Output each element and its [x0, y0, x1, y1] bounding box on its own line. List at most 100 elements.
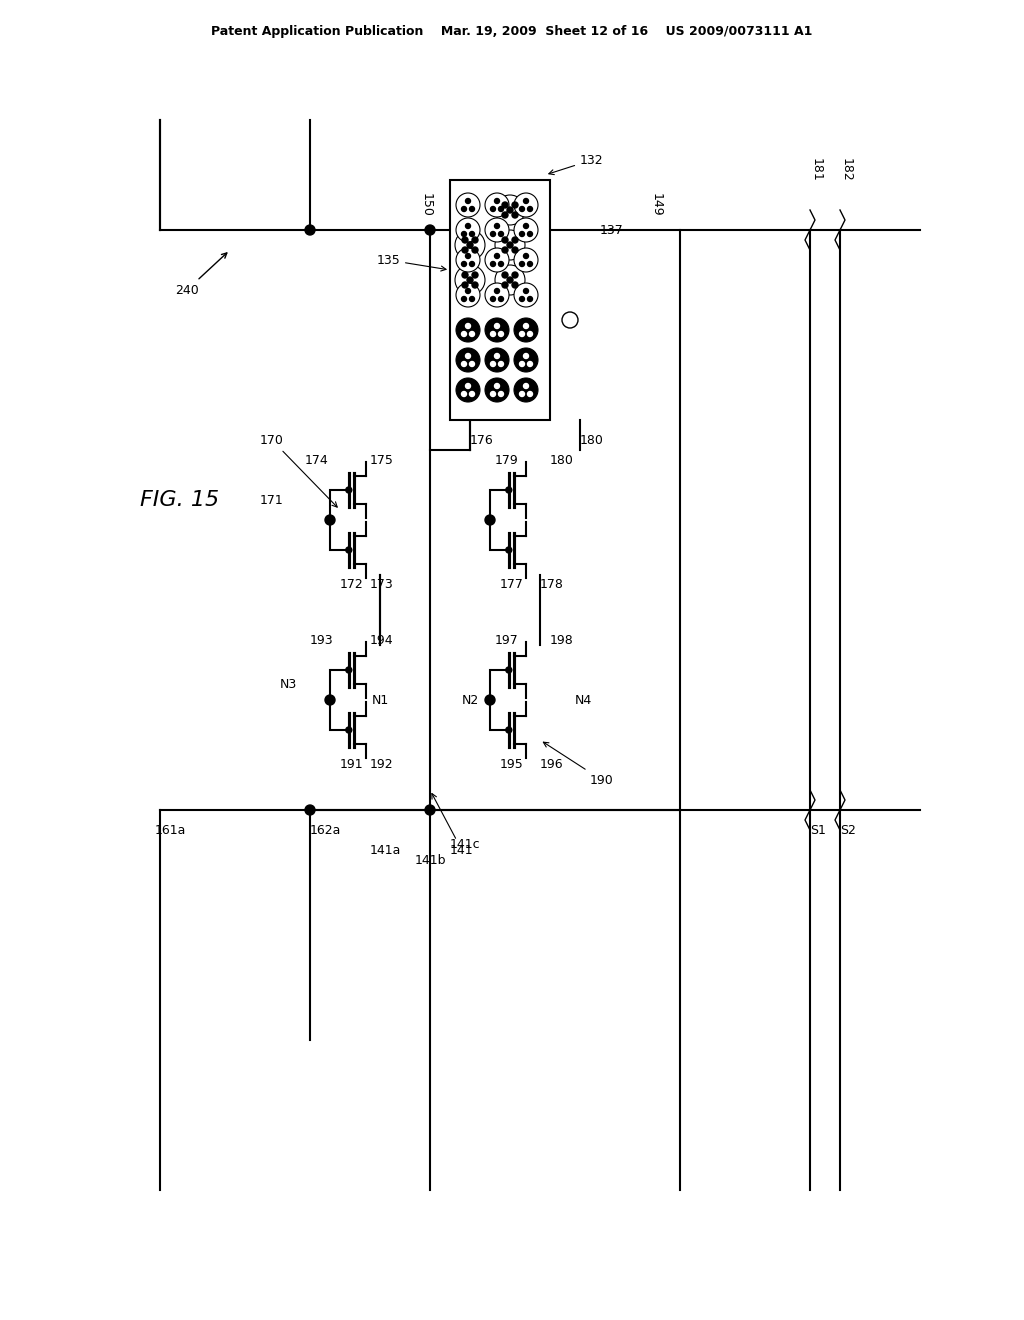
Circle shape: [469, 392, 474, 396]
Circle shape: [469, 297, 474, 301]
Circle shape: [512, 272, 518, 279]
Circle shape: [519, 297, 524, 301]
Circle shape: [514, 248, 538, 272]
Circle shape: [507, 242, 513, 248]
Circle shape: [462, 261, 467, 267]
Circle shape: [472, 282, 478, 288]
Circle shape: [495, 195, 525, 224]
Circle shape: [485, 193, 509, 216]
Text: 180: 180: [550, 454, 573, 466]
Circle shape: [499, 331, 504, 337]
Circle shape: [466, 384, 470, 388]
Circle shape: [514, 378, 538, 403]
Text: 178: 178: [540, 578, 564, 591]
Circle shape: [523, 253, 528, 259]
Circle shape: [514, 193, 538, 216]
Circle shape: [512, 213, 518, 218]
Text: 177: 177: [500, 578, 524, 591]
Text: 162a: 162a: [310, 824, 341, 837]
Circle shape: [514, 218, 538, 242]
Text: Patent Application Publication    Mar. 19, 2009  Sheet 12 of 16    US 2009/00731: Patent Application Publication Mar. 19, …: [211, 25, 813, 38]
Text: 175: 175: [370, 454, 394, 466]
Circle shape: [507, 207, 513, 213]
Circle shape: [514, 318, 538, 342]
Circle shape: [469, 261, 474, 267]
Text: 182: 182: [840, 158, 853, 182]
Circle shape: [469, 362, 474, 367]
Circle shape: [495, 230, 525, 260]
Circle shape: [325, 696, 335, 705]
Circle shape: [523, 198, 528, 203]
Circle shape: [519, 261, 524, 267]
Circle shape: [506, 546, 512, 553]
Circle shape: [486, 516, 494, 524]
Circle shape: [519, 206, 524, 211]
Text: 137: 137: [555, 223, 624, 236]
Circle shape: [469, 331, 474, 337]
Circle shape: [562, 312, 578, 327]
Circle shape: [523, 223, 528, 228]
Circle shape: [462, 297, 467, 301]
Circle shape: [490, 297, 496, 301]
Circle shape: [462, 247, 468, 253]
Text: 176: 176: [470, 433, 494, 446]
Circle shape: [523, 384, 528, 388]
Text: N4: N4: [575, 693, 592, 706]
Circle shape: [485, 282, 509, 308]
Circle shape: [466, 289, 470, 293]
Circle shape: [490, 331, 496, 337]
Circle shape: [502, 238, 508, 243]
Circle shape: [499, 206, 504, 211]
Text: S2: S2: [840, 824, 856, 837]
Text: 141: 141: [432, 793, 474, 857]
Circle shape: [326, 516, 334, 524]
Text: 179: 179: [495, 454, 519, 466]
Circle shape: [502, 272, 508, 279]
Circle shape: [490, 261, 496, 267]
Circle shape: [456, 193, 480, 216]
Circle shape: [462, 392, 467, 396]
Circle shape: [485, 318, 509, 342]
Text: 174: 174: [305, 454, 329, 466]
Circle shape: [527, 392, 532, 396]
Text: FIG. 15: FIG. 15: [140, 490, 219, 510]
Text: 173: 173: [370, 578, 394, 591]
Circle shape: [490, 362, 496, 367]
Circle shape: [466, 198, 470, 203]
Circle shape: [486, 696, 494, 704]
Text: 193: 193: [310, 634, 334, 647]
Circle shape: [467, 277, 473, 282]
Circle shape: [519, 231, 524, 236]
Circle shape: [472, 247, 478, 253]
Circle shape: [462, 362, 467, 367]
Circle shape: [523, 354, 528, 359]
Circle shape: [506, 667, 512, 673]
Text: 170: 170: [260, 433, 337, 507]
Text: N3: N3: [280, 678, 297, 692]
Circle shape: [456, 318, 480, 342]
Circle shape: [495, 253, 500, 259]
Text: 181: 181: [810, 158, 823, 182]
Circle shape: [305, 805, 315, 814]
Circle shape: [455, 230, 485, 260]
Circle shape: [495, 384, 500, 388]
Circle shape: [346, 727, 352, 733]
Circle shape: [485, 696, 495, 705]
Circle shape: [514, 282, 538, 308]
Circle shape: [512, 282, 518, 288]
Circle shape: [425, 224, 435, 235]
Circle shape: [527, 331, 532, 337]
Circle shape: [527, 231, 532, 236]
Circle shape: [485, 515, 495, 525]
Circle shape: [506, 727, 512, 733]
Circle shape: [462, 238, 468, 243]
Circle shape: [485, 248, 509, 272]
Text: 191: 191: [340, 759, 364, 771]
Circle shape: [305, 224, 315, 235]
Circle shape: [502, 282, 508, 288]
Circle shape: [519, 362, 524, 367]
Text: 141a: 141a: [370, 843, 401, 857]
Bar: [450, 180, 550, 420]
Circle shape: [512, 247, 518, 253]
Circle shape: [456, 378, 480, 403]
